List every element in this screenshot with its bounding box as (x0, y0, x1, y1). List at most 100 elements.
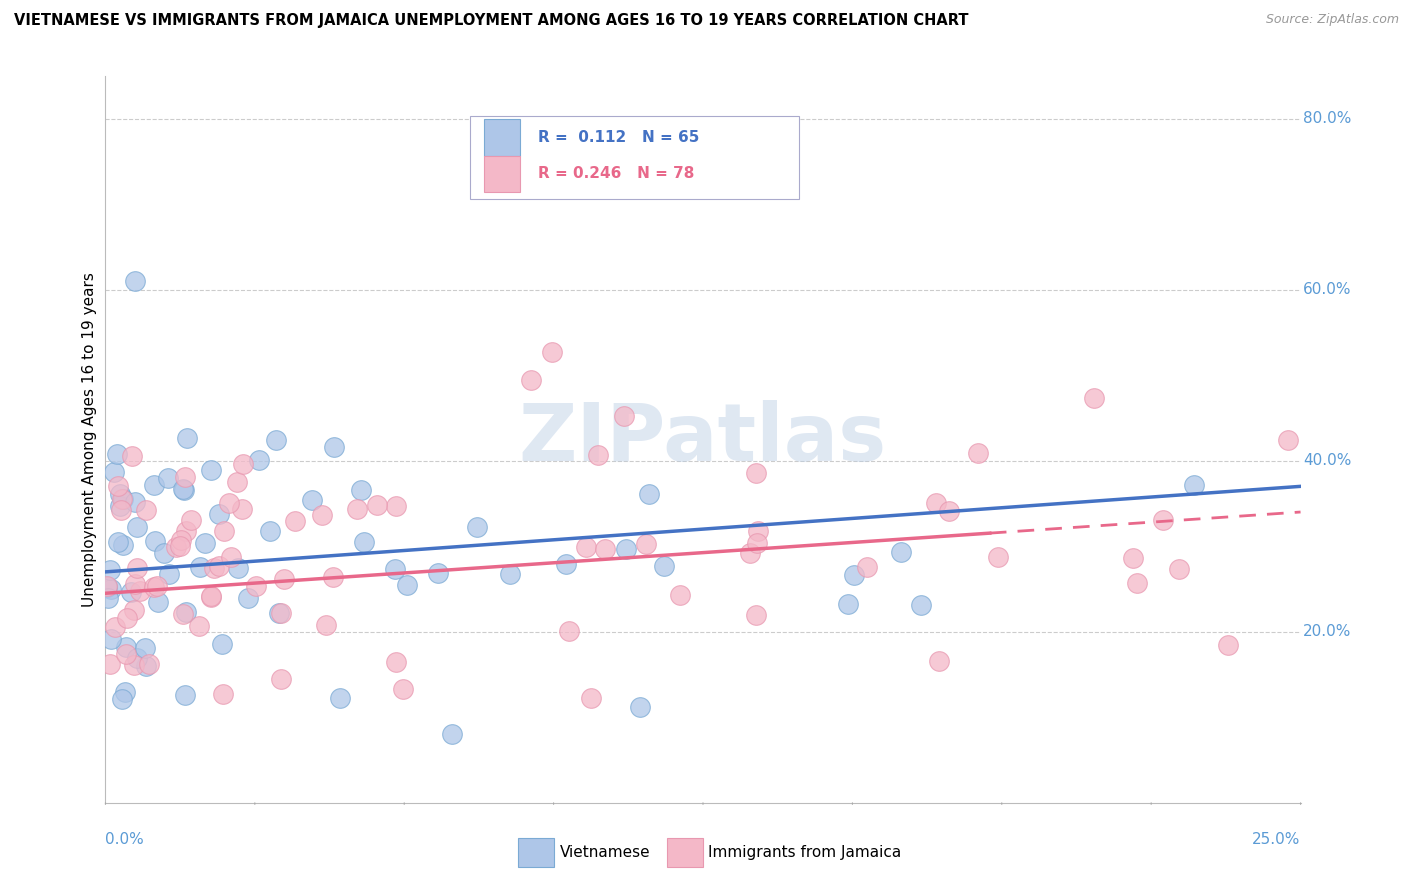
Point (967, 446, 990, 460)
Point (170, 533, 193, 547)
Point (925, 496, 948, 510)
Point (173, 688, 195, 702)
Point (837, 597, 859, 611)
Point (628, 699, 651, 714)
Point (173, 483, 195, 498)
Point (169, 539, 191, 553)
Text: Vietnamese: Vietnamese (560, 845, 650, 860)
Point (329, 691, 352, 706)
Point (208, 558, 231, 573)
Point (105, 447, 128, 461)
Point (301, 492, 323, 507)
Point (270, 606, 292, 620)
Text: 20.0%: 20.0% (1303, 624, 1351, 640)
Point (557, 624, 579, 638)
Point (637, 487, 659, 501)
Point (174, 524, 197, 538)
Point (135, 658, 157, 673)
Point (124, 494, 146, 508)
Point (142, 580, 165, 594)
Point (1122, 550, 1144, 565)
Point (1277, 433, 1299, 447)
Point (96, 579, 118, 593)
Text: Source: ZipAtlas.com: Source: ZipAtlas.com (1265, 13, 1399, 27)
Point (614, 541, 637, 556)
Point (111, 538, 134, 552)
Point (97, 591, 120, 606)
Point (200, 589, 222, 603)
Point (928, 654, 950, 668)
Point (107, 535, 129, 549)
Point (145, 534, 167, 549)
Point (264, 433, 287, 447)
Point (208, 507, 231, 521)
Point (180, 513, 202, 527)
Point (100, 582, 122, 597)
Point (910, 599, 932, 613)
Point (1168, 561, 1191, 575)
Point (108, 487, 131, 501)
FancyBboxPatch shape (470, 116, 799, 200)
Point (226, 475, 249, 489)
Point (200, 463, 222, 477)
Point (156, 471, 179, 485)
Text: 80.0%: 80.0% (1303, 112, 1351, 126)
Point (273, 572, 295, 586)
Point (738, 545, 761, 559)
Point (173, 470, 195, 484)
Point (384, 562, 406, 576)
Point (385, 655, 408, 669)
Point (98, 563, 121, 577)
Point (232, 457, 254, 471)
Point (499, 567, 522, 582)
Point (188, 559, 211, 574)
Point (465, 520, 488, 534)
Text: 25.0%: 25.0% (1253, 832, 1301, 847)
Point (613, 409, 636, 424)
Point (128, 583, 150, 598)
Point (110, 503, 132, 517)
Point (188, 619, 211, 633)
Point (669, 588, 692, 602)
Point (211, 637, 233, 651)
Point (108, 500, 131, 514)
Point (245, 579, 267, 593)
Point (135, 503, 157, 517)
Point (353, 534, 375, 549)
Text: VIETNAMESE VS IMMIGRANTS FROM JAMAICA UNEMPLOYMENT AMONG AGES 16 TO 19 YEARS COR: VIETNAMESE VS IMMIGRANTS FROM JAMAICA UN… (14, 13, 969, 29)
Point (125, 560, 148, 574)
Text: R =  0.112   N = 65: R = 0.112 N = 65 (538, 130, 699, 145)
Point (652, 558, 675, 573)
Point (745, 536, 768, 550)
Point (856, 560, 879, 574)
Point (138, 657, 160, 672)
Point (146, 595, 169, 609)
Point (395, 578, 418, 592)
Text: R = 0.246   N = 78: R = 0.246 N = 78 (538, 167, 695, 181)
Point (122, 603, 145, 617)
Text: 0.0%: 0.0% (105, 832, 145, 847)
Point (114, 685, 136, 699)
Point (115, 611, 138, 625)
Point (122, 658, 145, 673)
Point (745, 466, 768, 480)
Point (103, 465, 125, 479)
Point (231, 501, 253, 516)
Point (284, 514, 307, 528)
Point (165, 540, 187, 554)
Point (125, 520, 148, 534)
Point (391, 681, 413, 696)
Point (311, 508, 333, 522)
Point (226, 560, 249, 574)
Point (1182, 478, 1205, 492)
Point (104, 620, 127, 634)
Point (204, 561, 226, 575)
Point (174, 605, 197, 619)
Point (745, 607, 768, 622)
Point (322, 570, 344, 584)
Point (520, 373, 543, 387)
Point (440, 727, 463, 741)
Point (146, 579, 169, 593)
Point (634, 537, 657, 551)
Point (1083, 391, 1105, 405)
